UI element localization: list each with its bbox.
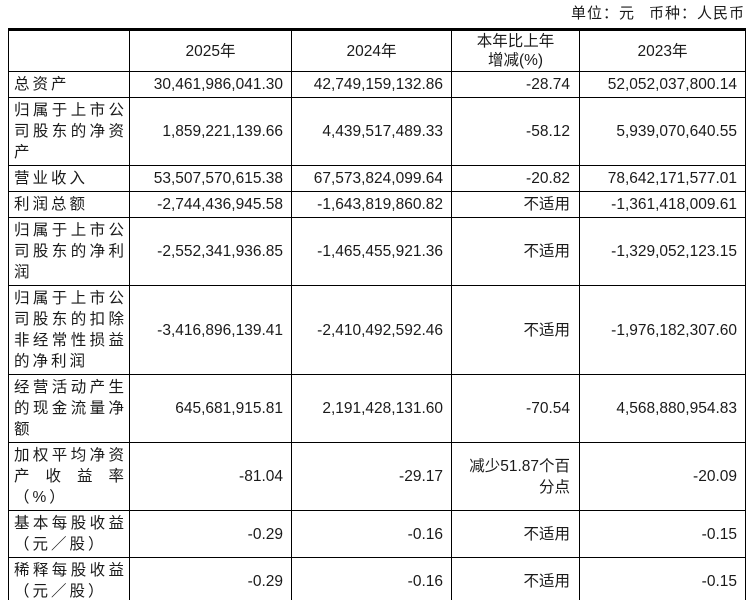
value-2023: -0.15 (579, 557, 746, 600)
value-change: -20.82 (451, 165, 580, 192)
value-2025: -2,744,436,945.58 (129, 191, 292, 218)
value-2024: 42,749,159,132.86 (291, 71, 452, 98)
table-row-net-profit: 归属于上市公司股东的净利润 -2,552,341,936.85 -1,465,4… (8, 217, 746, 286)
row-label: 营业收入 (8, 165, 130, 192)
value-change: 不适用 (451, 191, 580, 218)
table-row-diluted-eps: 稀释每股收益（元／股） -0.29 -0.16 不适用 -0.15 (8, 557, 746, 600)
value-2023: -1,361,418,009.61 (579, 191, 746, 218)
value-change: 不适用 (451, 510, 580, 558)
col-header-change: 本年比上年增减(%) (451, 29, 580, 72)
value-2024: -29.17 (291, 442, 452, 511)
row-label: 总资产 (8, 71, 130, 98)
table-row-weighted-avg-roe: 加权平均净资产收益率（%） -81.04 -29.17 减少51.87个百分点 … (8, 442, 746, 511)
value-2025: 53,507,570,615.38 (129, 165, 292, 192)
currency-label: 币种：人民币 (648, 6, 745, 22)
col-header-2023: 2023年 (579, 29, 746, 72)
value-change: 减少51.87个百分点 (451, 442, 580, 511)
value-2024: -0.16 (291, 557, 452, 600)
col-header-2024: 2024年 (291, 29, 452, 72)
row-label: 加权平均净资产收益率（%） (8, 442, 130, 511)
unit-label: 单位：元 (570, 6, 635, 22)
value-2023: -20.09 (579, 442, 746, 511)
table-row-net-profit-excl-nonrecurring: 归属于上市公司股东的扣除非经常性损益的净利润 -3,416,896,139.41… (8, 285, 746, 375)
value-2024: 2,191,428,131.60 (291, 374, 452, 443)
value-2023: 5,939,070,640.55 (579, 97, 746, 166)
value-2025: -3,416,896,139.41 (129, 285, 292, 375)
table-row-basic-eps: 基本每股收益（元／股） -0.29 -0.16 不适用 -0.15 (8, 510, 746, 558)
value-2023: -0.15 (579, 510, 746, 558)
col-header-2025: 2025年 (129, 29, 292, 72)
value-2023: 4,568,880,954.83 (579, 374, 746, 443)
row-label: 利润总额 (8, 191, 130, 218)
row-label: 基本每股收益（元／股） (8, 510, 130, 558)
row-label: 稀释每股收益（元／股） (8, 557, 130, 600)
value-2024: -1,643,819,860.82 (291, 191, 452, 218)
value-2025: -0.29 (129, 557, 292, 600)
table-row-net-assets: 归属于上市公司股东的净资产 1,859,221,139.66 4,439,517… (8, 97, 746, 166)
value-2025: 1,859,221,139.66 (129, 97, 292, 166)
value-2024: -0.16 (291, 510, 452, 558)
row-label: 归属于上市公司股东的净利润 (8, 217, 130, 286)
value-change: 不适用 (451, 217, 580, 286)
value-2025: 645,681,915.81 (129, 374, 292, 443)
table-header-row: 2025年 2024年 本年比上年增减(%) 2023年 (8, 29, 746, 72)
value-2025: -81.04 (129, 442, 292, 511)
table-row-operating-cash-flow: 经营活动产生的现金流量净额 645,681,915.81 2,191,428,1… (8, 374, 746, 443)
value-2024: 67,573,824,099.64 (291, 165, 452, 192)
key-financials-table: 2025年 2024年 本年比上年增减(%) 2023年 总资产 30,461,… (8, 28, 746, 600)
value-2025: 30,461,986,041.30 (129, 71, 292, 98)
row-label: 归属于上市公司股东的扣除非经常性损益的净利润 (8, 285, 130, 375)
value-change: 不适用 (451, 285, 580, 375)
value-2023: -1,329,052,123.15 (579, 217, 746, 286)
row-label: 归属于上市公司股东的净资产 (8, 97, 130, 166)
table-row-total-profit: 利润总额 -2,744,436,945.58 -1,643,819,860.82… (8, 191, 746, 218)
value-2024: -2,410,492,592.46 (291, 285, 452, 375)
value-2024: 4,439,517,489.33 (291, 97, 452, 166)
value-2023: 52,052,037,800.14 (579, 71, 746, 98)
table-row-operating-revenue: 营业收入 53,507,570,615.38 67,573,824,099.64… (8, 165, 746, 192)
value-2025: -0.29 (129, 510, 292, 558)
value-2023: -1,976,182,307.60 (579, 285, 746, 375)
value-change: -28.74 (451, 71, 580, 98)
value-change: -58.12 (451, 97, 580, 166)
value-change: -70.54 (451, 374, 580, 443)
table-row-total-assets: 总资产 30,461,986,041.30 42,749,159,132.86 … (8, 71, 746, 98)
value-2024: -1,465,455,921.36 (291, 217, 452, 286)
value-2023: 78,642,171,577.01 (579, 165, 746, 192)
value-2025: -2,552,341,936.85 (129, 217, 292, 286)
col-header-blank (8, 29, 130, 72)
row-label: 经营活动产生的现金流量净额 (8, 374, 130, 443)
unit-currency-line: 单位：元 币种：人民币 (571, 2, 745, 23)
value-change: 不适用 (451, 557, 580, 600)
